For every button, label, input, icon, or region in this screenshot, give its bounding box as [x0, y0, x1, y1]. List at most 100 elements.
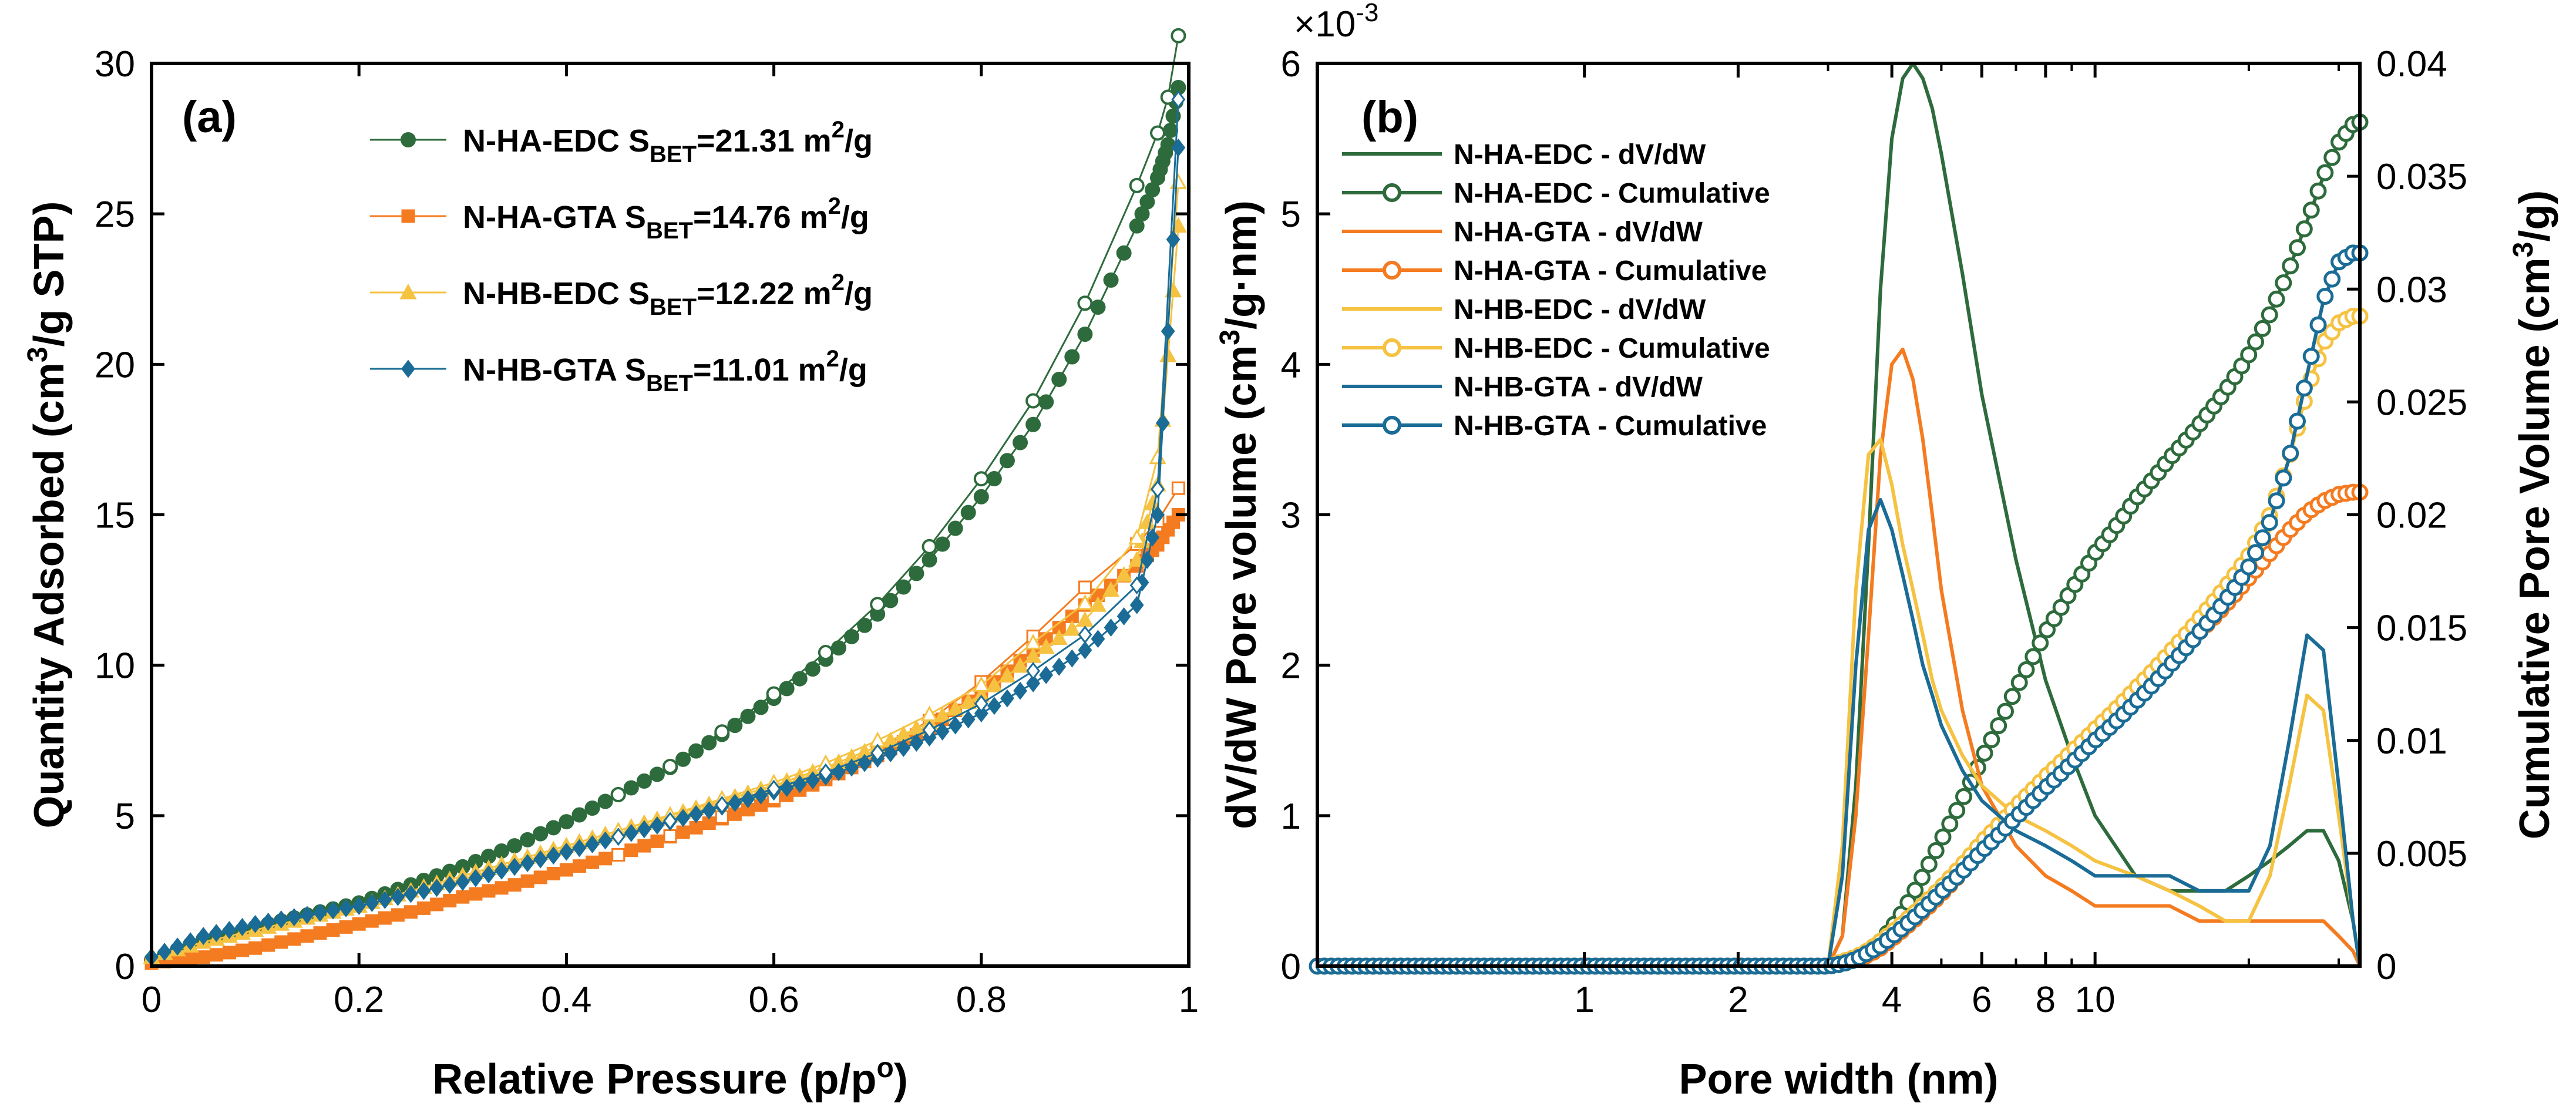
x-tick-label: 8: [2036, 980, 2056, 1020]
legend-label-value: =12.22 m: [697, 276, 832, 311]
data-point-N-HA-GTA-21: [417, 901, 431, 915]
data-point-N-HB-GTA-54: [845, 758, 859, 777]
data-point-N-HB-GTA-76: [1129, 596, 1144, 614]
data-point-N-HA-EDC-55: [857, 617, 873, 633]
data-point-N-HB-EDC-73: [1089, 596, 1107, 612]
desorption-point-N-HB-GTA-12: [1171, 90, 1186, 109]
legend-label-name: N-HB-GTA S: [463, 352, 646, 388]
data-point-N-HB-GTA-50: [792, 775, 807, 793]
data-point-N-HB-GTA-79: [1145, 528, 1160, 547]
panel-b: 1 2 4 6 8 10 0 1 2 3 4 5 6 0 0.005 0.01 0.015 0.02 0.025 0.…: [1215, 0, 2558, 1103]
data-point-N-HB-GTA-10: [274, 910, 288, 929]
x-tick-label: 0: [142, 980, 162, 1020]
legend-entry-N-HA-GTA - Cumulative: N-HA-GTA - Cumulative: [1342, 255, 1767, 287]
legend-entry-N-HA-EDC: N-HA-EDC SBET=21.31 m2/g: [370, 117, 873, 167]
desorption-point-N-HA-EDC-8: [1025, 393, 1041, 409]
data-point-N-HB-GTA-47: [754, 786, 768, 805]
data-point-N-HA-EDC - Cumulative-101: [2010, 674, 2028, 691]
data-point-N-HA-EDC - Cumulative-92: [1948, 802, 1966, 819]
data-point-N-HB-GTA-53: [832, 763, 846, 782]
data-point-N-HA-EDC-59: [909, 566, 924, 581]
data-point-N-HB-EDC-71: [1063, 620, 1081, 636]
data-point-N-HA-GTA-13: [313, 926, 327, 940]
legend-entry-N-HB-GTA - Cumulative: N-HB-GTA - Cumulative: [1342, 411, 1767, 442]
y2-tick-label: 0.005: [2376, 834, 2467, 875]
data-point-N-HA-EDC - Cumulative-98: [1990, 717, 2007, 735]
y-tick-label: 3: [1281, 496, 1301, 536]
data-point-N-HB-GTA-25: [468, 869, 483, 887]
data-point-N-HA-GTA-11: [287, 932, 301, 946]
data-point-N-HB-GTA - Cumulative-141: [2289, 412, 2306, 430]
legend-label: N-HA-EDC SBET=21.31 m2/g: [463, 117, 873, 167]
data-point-N-HB-GTA-18: [378, 890, 392, 909]
data-point-N-HB-GTA-37: [624, 823, 638, 842]
data-point-N-HA-GTA-16: [352, 917, 366, 931]
data-point-N-HA-EDC-38: [636, 773, 652, 789]
desorption-point-N-HB-GTA-2: [715, 796, 729, 814]
desorption-point-N-HA-EDC-1: [663, 759, 678, 775]
data-point-N-HA-EDC-64: [973, 489, 989, 504]
legend-entry-N-HB-EDC - Cumulative: N-HB-EDC - Cumulative: [1342, 333, 1770, 364]
data-point-N-HB-GTA - Cumulative-140: [2282, 445, 2299, 462]
data-point-N-HB-EDC-67: [1011, 657, 1029, 673]
data-point-N-HB-GTA-20: [403, 884, 418, 903]
y-tick-label: 30: [95, 44, 135, 85]
data-point-N-HA-EDC-29: [520, 832, 536, 847]
data-point-N-HB-GTA-29: [520, 854, 535, 872]
data-point-N-HA-EDC-31: [546, 820, 561, 836]
data-point-N-HB-GTA-49: [779, 778, 794, 797]
data-point-N-HB-GTA-46: [741, 790, 755, 809]
desorption-point-N-HA-EDC-11: [1150, 125, 1166, 141]
data-point-N-HA-EDC-75: [1116, 245, 1132, 261]
data-point-N-HA-GTA-27: [495, 881, 509, 895]
data-point-N-HB-EDC-76: [1128, 551, 1146, 567]
data-point-N-HA-GTA-5: [209, 948, 223, 962]
series-N-HB-GTA - dV/dW: [1317, 497, 2362, 968]
y-tick-label: 15: [95, 496, 135, 536]
data-point-N-HA-EDC - Cumulative-100: [2003, 688, 2021, 705]
x-tick-label: 0.8: [956, 980, 1007, 1020]
desorption-point-N-HB-GTA-6: [922, 721, 937, 739]
data-point-N-HB-EDC-69: [1037, 638, 1055, 654]
data-point-N-HB-EDC-61: [934, 707, 951, 722]
legend-label: N-HB-EDC - dV/dW: [1454, 294, 1706, 325]
data-point-N-HA-EDC-53: [830, 640, 846, 656]
data-point-N-HA-EDC-43: [701, 735, 717, 751]
data-point-N-HA-GTA-8: [248, 941, 263, 955]
data-point-N-HA-EDC-68: [1025, 416, 1041, 432]
legend-label: N-HA-GTA - dV/dW: [1454, 217, 1703, 248]
data-point-N-HA-GTA-24: [456, 890, 470, 904]
data-point-N-HB-GTA-71: [1065, 649, 1080, 668]
data-point-N-HA-GTA-32: [559, 863, 573, 877]
y-axis-multiplier-exp: -3: [1356, 0, 1378, 27]
y-tick-label: 25: [95, 194, 135, 235]
data-point-N-HB-GTA-15: [339, 899, 354, 917]
legend-label-name: N-HB-EDC S: [463, 276, 650, 311]
data-point-N-HA-GTA-28: [507, 878, 522, 892]
data-point-N-HB-GTA-43: [702, 801, 717, 820]
desorption-point-N-HA-EDC-3: [766, 686, 782, 702]
legend-label-unit: /g: [841, 200, 869, 235]
data-point-N-HA-EDC-65: [986, 471, 1002, 487]
x-axis-label-sup: o: [877, 1052, 894, 1084]
legend-marker: [1383, 261, 1401, 280]
legend-label-value: =11.01 m: [693, 352, 826, 388]
data-point-N-HB-GTA-4: [196, 927, 211, 946]
data-point-N-HB-GTA-42: [689, 805, 704, 823]
data-point-N-HA-GTA-9: [261, 938, 275, 952]
data-point-N-HA-EDC - Cumulative-99: [1997, 702, 2014, 720]
data-point-N-HB-GTA-30: [533, 850, 548, 869]
data-point-N-HA-EDC - Cumulative-145: [2316, 164, 2334, 181]
legend-label-sup: 2: [826, 346, 839, 372]
data-point-N-HA-GTA-15: [339, 920, 353, 934]
x-tick-label: 0.4: [541, 980, 591, 1020]
data-point-N-HA-GTA-7: [236, 943, 250, 957]
data-point-N-HA-EDC - Cumulative-96: [1976, 744, 1993, 762]
legend-label: N-HA-EDC - Cumulative: [1454, 178, 1770, 209]
data-point-N-HB-GTA-13: [313, 903, 327, 922]
data-point-N-HB-GTA - Cumulative-145: [2316, 288, 2334, 305]
data-point-N-HA-EDC-54: [844, 628, 860, 644]
data-point-N-HB-GTA-58: [896, 739, 911, 758]
data-point-N-HA-EDC-37: [623, 780, 639, 796]
data-point-N-HB-GTA-27: [495, 861, 509, 880]
